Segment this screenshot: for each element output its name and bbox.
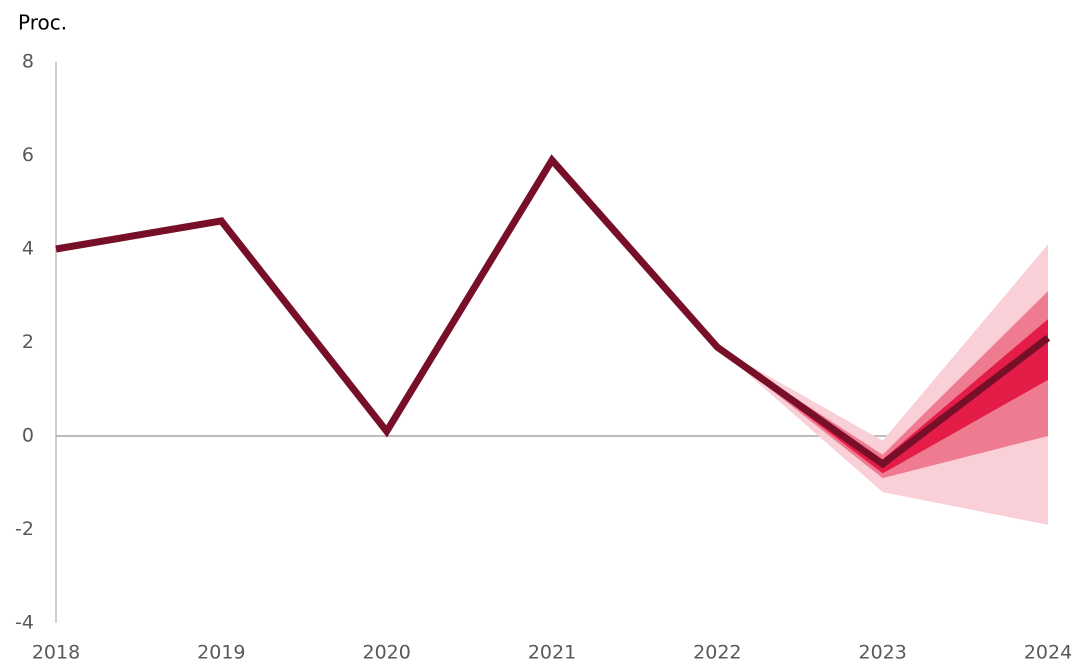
y-tick-label: 8	[22, 51, 34, 73]
y-tick-label: 0	[22, 425, 34, 447]
y-tick-label: 4	[22, 238, 34, 260]
x-tick-label: 2021	[528, 642, 576, 664]
x-tick-label: 2024	[1024, 642, 1072, 664]
x-tick-label: 2023	[858, 642, 906, 664]
y-tick-label: 6	[22, 144, 34, 166]
y-axis-label: Proc.	[18, 11, 67, 35]
y-tick-label: -2	[15, 518, 34, 540]
y-tick-label: -4	[15, 612, 34, 634]
x-tick-label: 2022	[693, 642, 741, 664]
x-tick-label: 2020	[362, 642, 410, 664]
line	[55, 154, 1051, 469]
x-tick-label: 2018	[32, 642, 80, 664]
fan-band	[717, 291, 1048, 479]
y-tick-label: 2	[22, 331, 34, 353]
x-tick-label: 2019	[197, 642, 245, 664]
